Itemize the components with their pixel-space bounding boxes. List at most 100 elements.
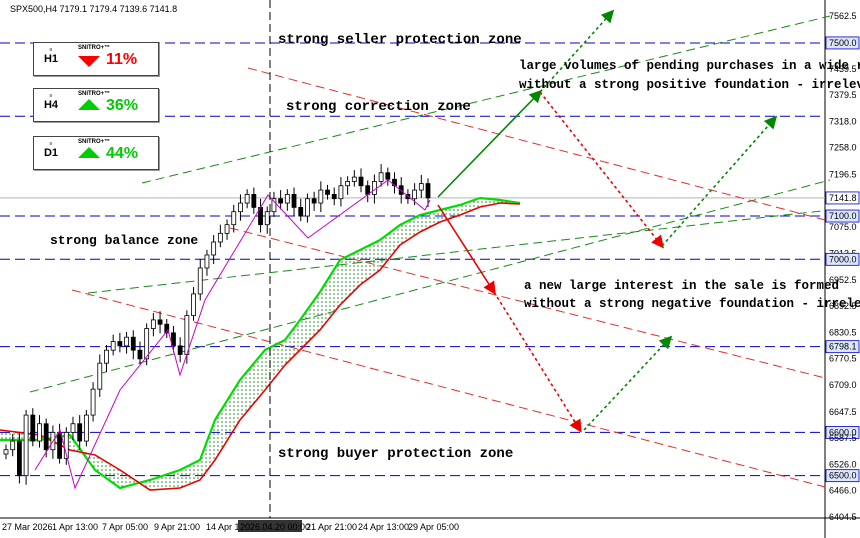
bullish-dotted-arrow	[661, 115, 778, 247]
candle-body	[104, 349, 109, 364]
candle-body	[385, 172, 391, 180]
y-tick-label: 6952.5	[829, 275, 857, 285]
candle-body	[211, 241, 217, 256]
indicator-value: 36%	[106, 97, 139, 114]
candle-body	[412, 189, 418, 200]
y-tick-label: 6770.5	[829, 354, 857, 364]
y-tick-label: 6892.5	[829, 301, 857, 311]
bearish-channel-line	[229, 227, 826, 379]
tf-prefix: ≡	[49, 93, 53, 99]
cloud-top-line	[0, 196, 521, 490]
y-tick-label: 6404.5	[829, 512, 857, 522]
price-level-tag	[825, 209, 860, 223]
candle-body	[191, 293, 196, 316]
candle-body	[144, 328, 150, 360]
buyer-zone-label: strong buyer protection zone	[278, 446, 513, 462]
candle-body	[244, 194, 250, 204]
y-tick-label: 6466.0	[829, 485, 857, 495]
sale-note-line1: a new large interest in the sale is form…	[524, 279, 839, 293]
indicator-timeframe: H4	[43, 99, 59, 111]
candle-body	[238, 202, 243, 213]
indicator-panel-h1: ≡ H1 SNITRO+™ 11%	[33, 42, 159, 76]
x-tick-label: 27 Mar 2026	[2, 522, 53, 532]
price-level-tag	[825, 469, 860, 483]
bullish-channel-line	[87, 209, 831, 294]
y-tick-label: 6526.0	[829, 459, 857, 469]
tf-prefix: ≡	[49, 141, 53, 147]
candle-body	[418, 183, 424, 191]
bullish-channel-line	[141, 15, 831, 184]
y-tick-label: 7100.0	[829, 211, 857, 221]
bullish-dotted-arrow	[583, 335, 673, 431]
y-tick-label: 6500.0	[829, 471, 857, 481]
candle-body	[197, 267, 203, 295]
candle-body	[291, 194, 297, 208]
candle-body	[284, 194, 290, 204]
y-tick-label: 7196.5	[829, 169, 857, 179]
candle-body	[30, 414, 36, 442]
x-tick-label: 14 Apr 13:00	[206, 522, 257, 532]
arrow-up-icon	[78, 99, 100, 110]
candle-body	[43, 423, 49, 451]
candle-body	[97, 362, 103, 390]
cloud-bottom-line	[0, 202, 521, 491]
candle-body	[177, 345, 183, 355]
candle-body	[358, 176, 364, 187]
y-tick-label: 6798.1	[829, 342, 857, 352]
chart-title: SPX500,H4 7179.1 7179.4 7139.6 7141.8	[10, 4, 177, 14]
candle-body	[271, 198, 277, 213]
price-level-tag	[825, 252, 860, 266]
y-tick-label: 7258.0	[829, 143, 857, 153]
candle-body	[278, 198, 284, 204]
candle-body	[231, 211, 237, 226]
candle-body	[150, 319, 156, 329]
indicator-value: 11%	[106, 51, 138, 68]
candle-body	[325, 189, 330, 195]
y-tick-label: 6647.5	[829, 407, 857, 417]
candle-body	[77, 423, 83, 442]
arrow-down-icon	[78, 56, 100, 67]
candle-body	[224, 224, 230, 234]
purchases-note-line2: without a strong positive foundation - i…	[519, 78, 860, 92]
bullish-arrow	[437, 89, 543, 198]
y-tick-label: 7562.5	[829, 11, 857, 21]
purchases-note-line1: large volumes of pending purchases in a …	[519, 59, 860, 73]
y-tick-label: 6600.0	[829, 427, 857, 437]
y-tick-label: 7075.0	[829, 222, 857, 232]
x-tick-label: 1 Apr 13:00	[52, 522, 98, 532]
indicator-timeframe: D1	[43, 147, 59, 159]
y-tick-label: 6709.0	[829, 380, 857, 390]
y-tick-label: 6830.5	[829, 328, 857, 338]
candle-body	[217, 232, 223, 243]
indicator-name: SNITRO+™	[78, 139, 111, 145]
candle-body	[3, 449, 9, 455]
candle-body	[130, 336, 136, 351]
candle-body	[117, 341, 123, 347]
arrow-up-icon	[78, 147, 100, 158]
price-level-tag	[825, 340, 860, 354]
candle-body	[157, 319, 163, 325]
y-tick-label: 7141.8	[829, 193, 857, 203]
x-tick-label: 9 Apr 21:00	[154, 522, 200, 532]
indicator-panel-d1: ≡ D1 SNITRO+™ 44%	[33, 136, 159, 170]
zigzag-line	[34, 179, 431, 490]
candle-body	[331, 194, 337, 200]
bearish-arrow	[437, 204, 496, 295]
candle-body	[351, 176, 357, 182]
x-tick-label: 21 Apr 21:00	[306, 522, 357, 532]
seller-zone-label: strong seller protection zone	[278, 32, 522, 48]
y-tick-label: 7379.5	[829, 90, 857, 100]
candle-body	[378, 172, 384, 182]
candle-body	[137, 349, 143, 360]
indicator-value: 44%	[106, 145, 139, 162]
candle-body	[298, 206, 304, 217]
candle-body	[57, 432, 62, 459]
y-tick-label: 7439.5	[829, 64, 857, 74]
bearish-dotted-arrow	[539, 91, 664, 249]
candle-body	[83, 414, 89, 442]
indicator-name: SNITRO+™	[78, 45, 111, 51]
balance-zone-label: strong balance zone	[50, 233, 198, 248]
candle-body	[37, 423, 42, 442]
candle-body	[311, 198, 317, 204]
